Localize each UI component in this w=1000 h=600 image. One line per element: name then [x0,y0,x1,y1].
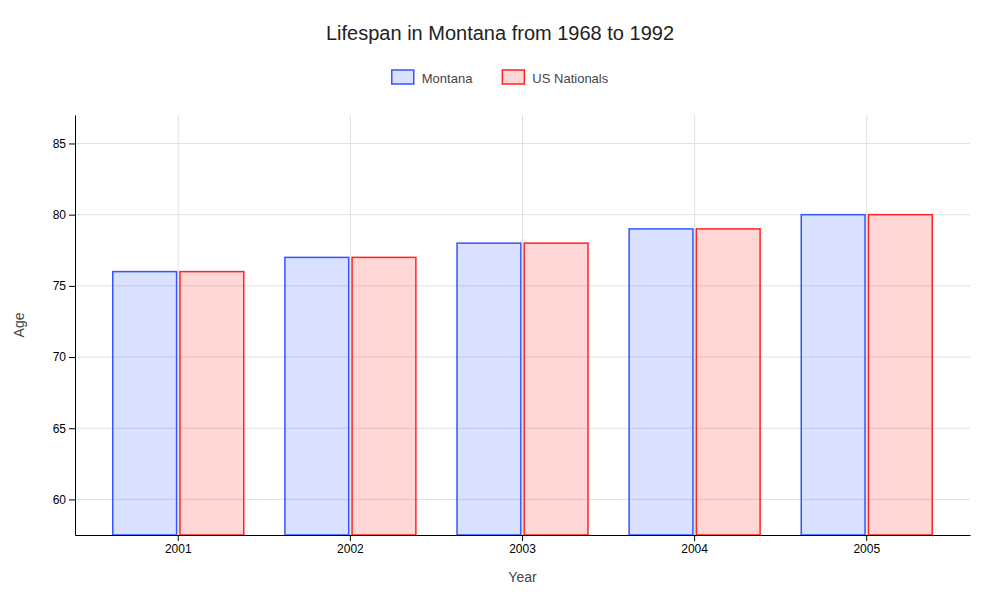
bar [696,229,760,535]
tick: 75 [53,279,75,293]
grid-line [522,115,523,535]
grid-line [350,115,351,535]
tick: 60 [53,493,75,507]
tick-label: 2004 [681,542,708,556]
tick-mark [69,286,75,287]
tick-label: 2002 [337,542,364,556]
grid-line [694,115,695,535]
tick: 70 [53,350,75,364]
legend-swatch [502,70,524,84]
bar [524,243,588,535]
bar [801,215,865,535]
bar [629,229,693,535]
tick-label: 2003 [509,542,536,556]
tick: 2003 [509,535,536,556]
series [180,215,932,535]
tick: 2002 [337,535,364,556]
tick-mark [69,499,75,500]
tick-label: 2001 [165,542,192,556]
axis-line [75,116,76,536]
tick-mark [69,357,75,358]
tick-mark [69,215,75,216]
bar [352,257,416,535]
grid-line [178,115,179,535]
tick: 85 [53,137,75,151]
tick-mark [178,535,179,541]
tick-label: 80 [53,208,67,222]
legend-label: US Nationals [532,71,608,86]
tick-mark [69,428,75,429]
bar [457,243,521,535]
bar [113,272,177,535]
tick-label: 75 [53,279,67,293]
tick: 80 [53,208,75,222]
y-axis: 60 65 70 75 80 85 [53,116,76,536]
tick-mark [694,535,695,541]
x-axis-title: Year [508,569,537,585]
x-axis: 2001 2002 2003 2004 2005 [76,535,971,556]
tick-label: 65 [53,422,67,436]
tick-mark [350,535,351,541]
bar [180,272,244,535]
legend-item: US Nationals [502,70,608,86]
tick-label: 85 [53,137,67,151]
grid-line [866,115,867,535]
legend-swatch [392,70,414,84]
grid [75,115,970,535]
legend: Montana US Nationals [392,70,609,86]
bar [285,257,349,535]
tick: 2001 [165,535,192,556]
tick-mark [522,535,523,541]
title: Lifespan in Montana from 1968 to 1992 [326,22,674,44]
legend-label: Montana [422,71,473,86]
tick-mark [69,143,75,144]
y-axis-title: Age [11,312,27,337]
series [113,215,865,535]
tick-label: 70 [53,350,67,364]
tick: 2005 [853,535,880,556]
chart: 60 65 70 75 80 85 2001 2002 2003 2004 2005 Year Age L… [0,0,1000,600]
tick-label: 2005 [853,542,880,556]
tick-label: 60 [53,493,67,507]
bar [868,215,932,535]
bars [113,215,932,535]
legend-item: Montana [392,70,473,86]
plot: 60 65 70 75 80 85 2001 2002 2003 2004 2005 [53,115,971,556]
tick-mark [866,535,867,541]
tick: 65 [53,422,75,436]
tick: 2004 [681,535,708,556]
